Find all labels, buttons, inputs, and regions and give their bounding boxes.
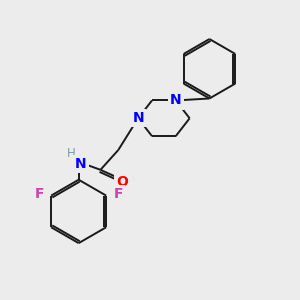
Text: H: H <box>68 148 76 160</box>
Text: N: N <box>132 111 144 125</box>
Text: F: F <box>113 187 123 201</box>
Text: O: O <box>116 175 128 189</box>
Text: N: N <box>170 94 182 107</box>
Text: F: F <box>34 187 44 201</box>
Text: N: N <box>75 157 86 171</box>
